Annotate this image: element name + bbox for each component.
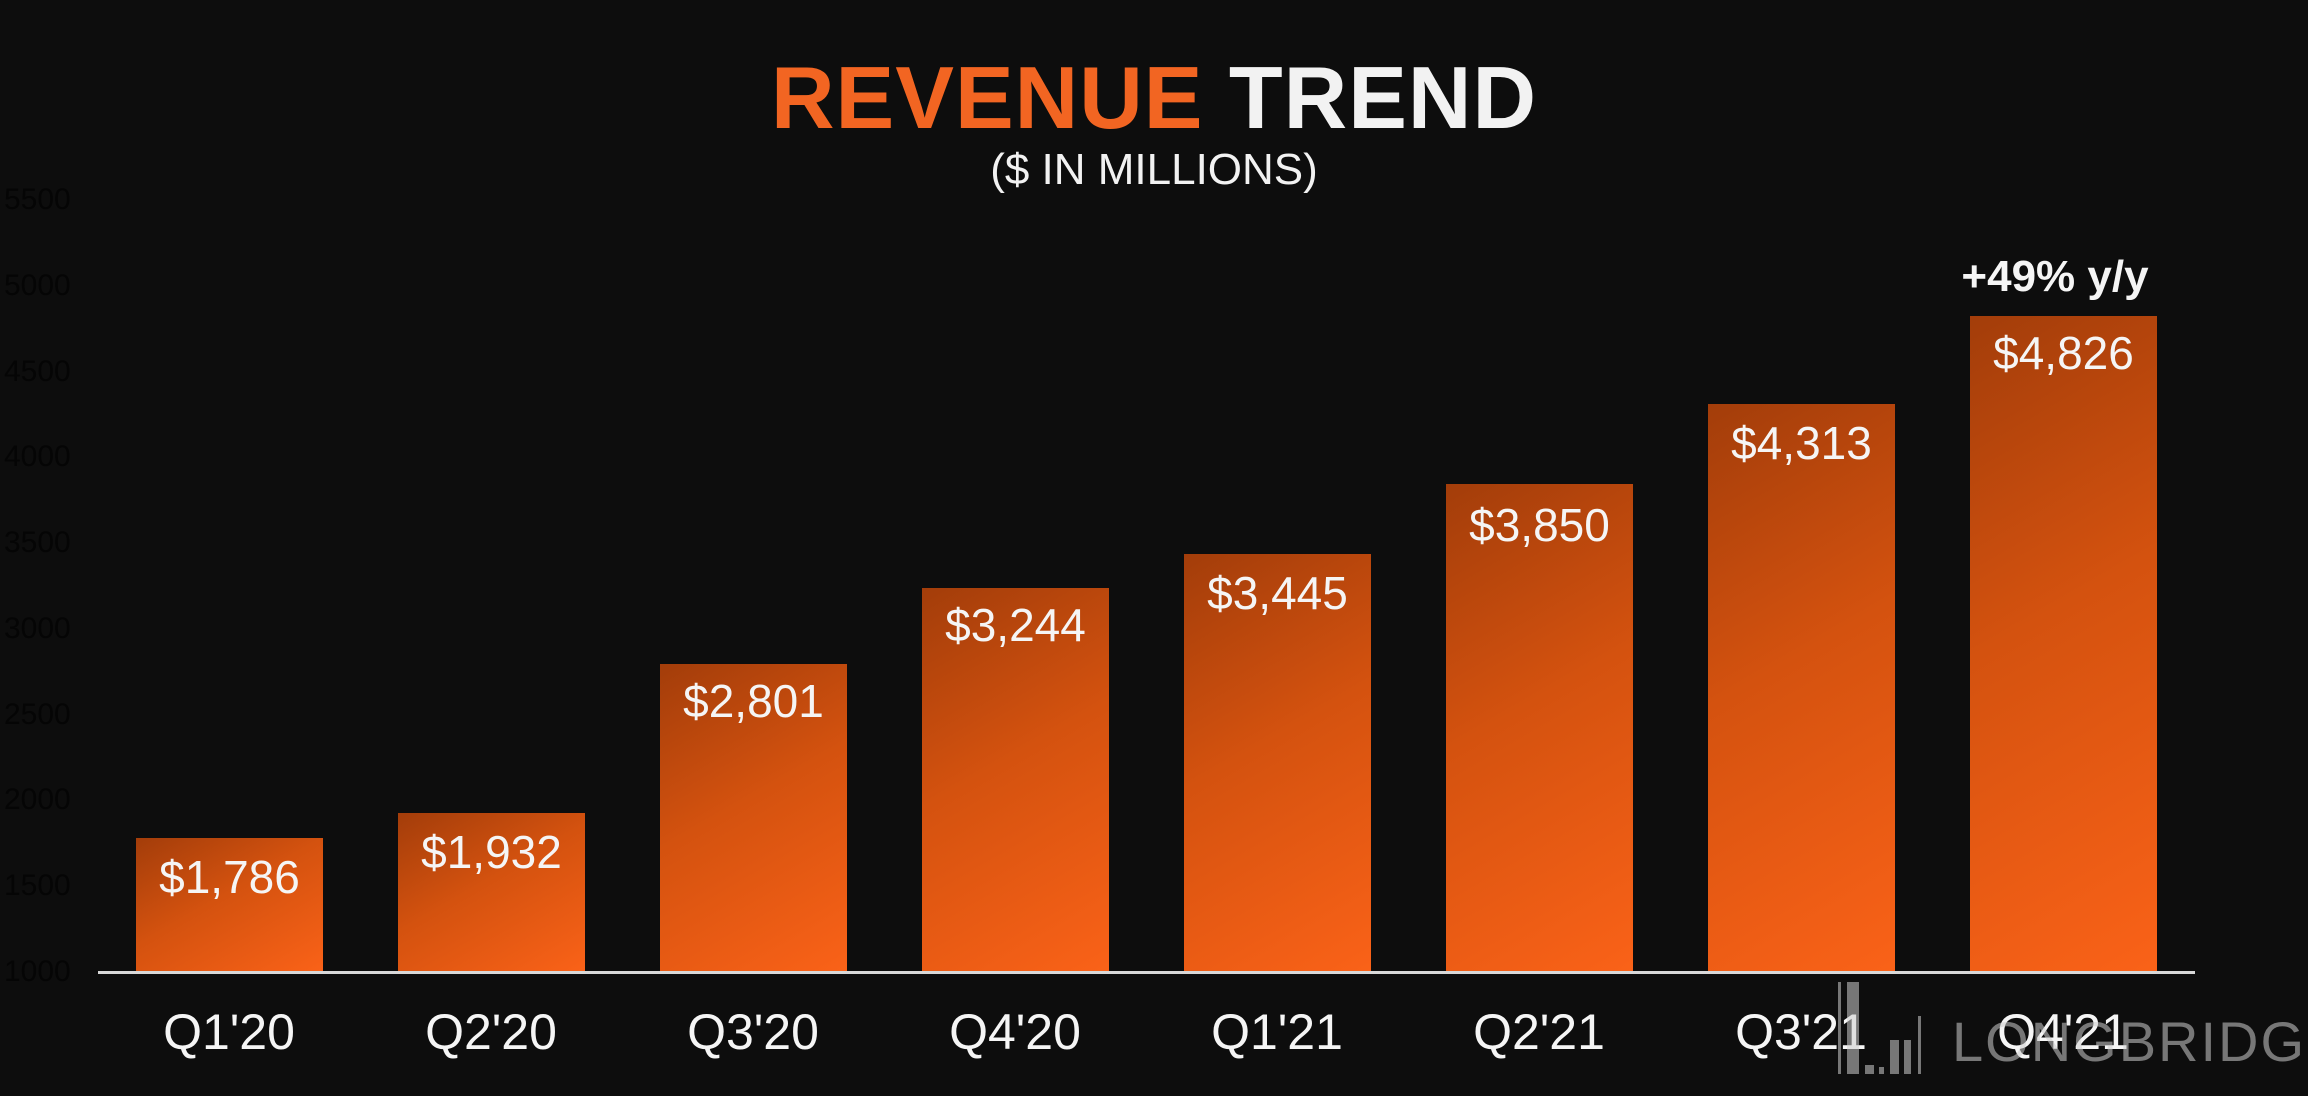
y-tick: 1000 bbox=[4, 955, 71, 988]
bar-value-label: $3,850 bbox=[1469, 499, 1610, 551]
x-tick-label: Q2'21 bbox=[1473, 1004, 1605, 1060]
bar-q3-21: $4,313 bbox=[1708, 404, 1895, 972]
bar-value-label: $1,786 bbox=[159, 851, 300, 903]
bar-q1-21: $3,445 bbox=[1184, 554, 1371, 972]
bar-q4-20: $3,244 bbox=[922, 588, 1109, 972]
x-tick-label: Q4'21 bbox=[1997, 1004, 2129, 1060]
bar-q3-20: $2,801 bbox=[660, 664, 847, 972]
chart-subtitle: ($ IN MILLIONS) bbox=[990, 145, 1318, 194]
x-tick-label: Q4'20 bbox=[949, 1004, 1081, 1060]
bar-value-label: $3,244 bbox=[945, 599, 1086, 651]
bar-value-label: $4,313 bbox=[1731, 417, 1872, 469]
title-accent-word: REVENUE bbox=[771, 48, 1204, 147]
y-tick: 3500 bbox=[4, 526, 71, 559]
y-tick: 2000 bbox=[4, 783, 71, 816]
y-tick: 5000 bbox=[4, 269, 71, 302]
watermark-text: LONGBRIDGE bbox=[1952, 1010, 2308, 1073]
x-tick-label: Q1'21 bbox=[1211, 1004, 1343, 1060]
x-tick-label: Q1'20 bbox=[163, 1004, 295, 1060]
y-tick: 3000 bbox=[4, 612, 71, 645]
bar-value-label: $1,932 bbox=[421, 826, 562, 878]
y-tick: 2500 bbox=[4, 698, 71, 731]
y-tick: 1500 bbox=[4, 869, 71, 902]
bar-q4-21: $4,826 bbox=[1970, 316, 2157, 972]
title-word: TREND bbox=[1228, 48, 1537, 147]
bar-value-label: $4,826 bbox=[1993, 327, 2134, 379]
y-tick: 5500 bbox=[4, 183, 71, 216]
yoy-growth-annotation: +49% y/y bbox=[1961, 252, 2149, 301]
y-tick: 4500 bbox=[4, 355, 71, 388]
chart-title: REVENUE TREND bbox=[0, 48, 2308, 148]
bar-q2-20: $1,932 bbox=[398, 813, 585, 972]
y-tick: 4000 bbox=[4, 440, 71, 473]
x-tick-label: Q2'20 bbox=[425, 1004, 557, 1060]
bar-value-label: $3,445 bbox=[1207, 567, 1348, 619]
bar-value-label: $2,801 bbox=[683, 675, 824, 727]
x-tick-label: Q3'21 bbox=[1735, 1004, 1867, 1060]
bar-q2-21: $3,850 bbox=[1446, 484, 1633, 972]
watermark: LONGBRIDGE bbox=[1838, 978, 2308, 1074]
x-tick-label: Q3'20 bbox=[687, 1004, 819, 1060]
x-axis-line bbox=[98, 971, 2195, 974]
bar-q1-20: $1,786 bbox=[136, 838, 323, 972]
longbridge-logo-icon bbox=[1838, 982, 1922, 1074]
